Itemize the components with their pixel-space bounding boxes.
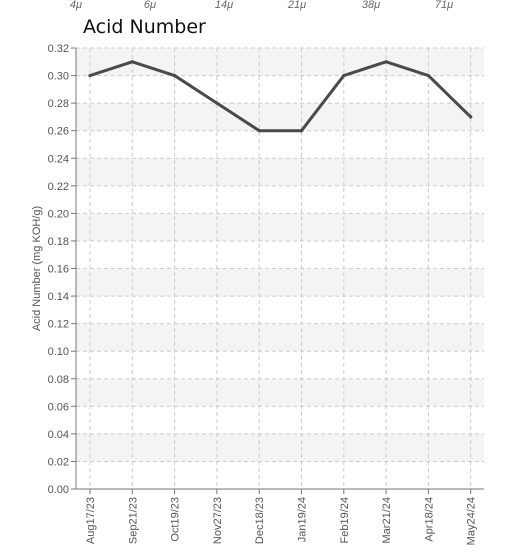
top-label: 21μ	[287, 0, 306, 11]
y-tick-label: 0.26	[48, 126, 69, 138]
y-tick-label: 0.02	[48, 456, 69, 468]
y-tick-labels: 0.00 0.02 0.04 0.06 0.08 0.10 0.12 0.14 0.16 0.18…	[48, 43, 69, 496]
y-tick-label: 0.10	[48, 346, 69, 358]
x-tick-label: Feb19/24	[339, 497, 351, 543]
x-tick-label: Oct19/23	[170, 497, 182, 542]
chart-title: Acid Number	[83, 16, 206, 38]
data-point	[257, 129, 261, 133]
y-tick-label: 0.06	[48, 401, 69, 413]
series-line	[88, 60, 473, 133]
plot-band	[76, 323, 484, 352]
x-tick-label: Aug17/23	[85, 497, 97, 544]
y-tick-label: 0.20	[48, 208, 69, 220]
data-series	[88, 60, 473, 133]
plot-band	[76, 433, 484, 462]
horizontal-gridlines	[76, 47, 484, 462]
plot-band	[76, 158, 484, 186]
top-label-row: 4μ 6μ 14μ 21μ 38μ 71μ	[70, 0, 453, 11]
y-tick-label: 0.00	[48, 484, 69, 496]
y-tick-label: 0.08	[48, 374, 69, 386]
plot-band	[76, 213, 484, 241]
vertical-gridlines	[89, 48, 472, 489]
y-tick-label: 0.28	[48, 98, 69, 110]
plot-band	[76, 48, 484, 76]
top-label: 6μ	[144, 0, 156, 11]
data-point	[299, 129, 304, 133]
top-label: 71μ	[435, 0, 453, 11]
x-tick-label: Mar21/24	[381, 497, 393, 543]
y-tick-label: 0.22	[48, 181, 69, 193]
plot-band	[76, 378, 484, 407]
top-label: 4μ	[70, 0, 82, 11]
y-tick-label: 0.18	[48, 236, 69, 248]
x-tick-label: Sep21/23	[127, 497, 139, 544]
data-point	[88, 73, 92, 78]
y-tick-label: 0.24	[48, 153, 69, 165]
plot-bands	[76, 48, 484, 462]
data-point	[426, 73, 430, 78]
y-tick-label: 0.12	[48, 319, 69, 331]
data-point	[469, 115, 473, 119]
data-point	[342, 73, 346, 78]
x-tick-label: May24/24	[466, 497, 478, 545]
top-label: 38μ	[362, 0, 380, 11]
y-tick-label: 0.04	[48, 429, 69, 441]
x-tick-label: Nov27/23	[212, 497, 224, 544]
y-tick-label: 0.32	[48, 43, 69, 55]
y-tick-label: 0.30	[48, 71, 69, 83]
axis-ticks	[71, 47, 472, 494]
x-tick-labels: Aug17/23 Sep21/23 Oct19/23 Nov27/23 Dec18/23…	[85, 497, 478, 545]
data-point	[173, 73, 177, 78]
x-tick-label: Dec18/23	[254, 497, 266, 544]
data-point	[130, 60, 134, 64]
x-tick-label: Apr18/24	[423, 497, 435, 542]
x-tick-label: Jan19/24	[297, 497, 309, 542]
y-tick-label: 0.16	[48, 264, 69, 276]
plot-band	[76, 268, 484, 297]
top-label: 14μ	[215, 0, 233, 11]
data-point	[215, 101, 219, 105]
data-point	[384, 60, 388, 64]
plot-band	[76, 103, 484, 131]
y-axis-label: Acid Number (mg KOH/g)	[31, 206, 43, 331]
y-tick-label: 0.14	[48, 291, 69, 303]
